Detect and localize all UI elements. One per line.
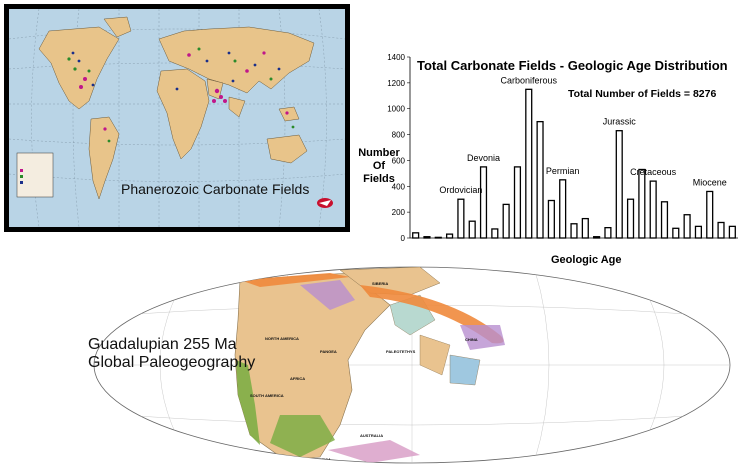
bar [445, 233, 454, 239]
bar [412, 232, 420, 239]
period-annotation: Carboniferous [500, 75, 557, 85]
bar [626, 198, 635, 239]
period-annotation: Devonia [467, 153, 500, 163]
y-tick-label: 600 [392, 156, 406, 165]
chart-title: Total Carbonate Fields - Geologic Age Di… [417, 58, 728, 73]
paleo-label: SOUTH AMERICA [250, 393, 284, 398]
bar [706, 190, 714, 239]
period-annotation: Miocene [693, 177, 727, 187]
bar [536, 120, 544, 239]
bar [434, 236, 442, 239]
paleo-label: NORTH AMERICA [265, 336, 299, 341]
y-axis-label-line: Fields [363, 173, 395, 185]
map-caption: Phanerozoic Carbonate Fields [121, 181, 310, 197]
paleo-caption-line: Guadalupian 255 Ma [88, 336, 237, 353]
bar [649, 180, 657, 239]
x-axis-label: Geologic Age [551, 254, 622, 266]
y-tick-label: 800 [392, 131, 406, 140]
total-fields-note: Total Number of Fields = 8276 [568, 88, 717, 100]
bar [479, 166, 488, 239]
paleo-label: PANGEA [320, 349, 337, 354]
paleo-label: CHINA [465, 337, 478, 342]
paleo-label: AFRICA [290, 376, 305, 381]
bar [683, 214, 691, 239]
paleo-caption-line: Global Paleogeography [88, 354, 256, 371]
carbonate-fields-map: Phanerozoic Carbonate Fields [4, 4, 350, 232]
bar [513, 166, 522, 239]
period-annotation: Jurassic [603, 117, 637, 127]
bar [468, 220, 476, 239]
paleo-label: SIBERIA [372, 281, 388, 286]
bar [672, 227, 680, 239]
period-annotation: Cretaceous [630, 167, 677, 177]
bar [547, 199, 555, 239]
y-axis-label: Number Of Fields [356, 147, 402, 186]
period-annotation: Ordovician [439, 185, 482, 195]
bar [559, 179, 567, 239]
bar [581, 217, 589, 239]
bar [694, 225, 703, 239]
paleo-label: PALEOTETHYS [386, 349, 416, 354]
y-axis-label-line: Number [358, 147, 400, 159]
bar [604, 227, 612, 239]
y-tick-label: 1400 [387, 53, 405, 62]
bar [423, 236, 431, 239]
y-tick-label: 1000 [387, 105, 405, 114]
period-annotation: Permian [546, 166, 580, 176]
y-tick-label: 400 [392, 182, 406, 191]
bar [570, 223, 578, 239]
bar [638, 168, 646, 239]
bar [525, 88, 533, 239]
bar [728, 225, 736, 239]
paleogeography-globe: NORTH AMERICA SOUTH AMERICA AFRICA ANTAR… [93, 266, 731, 464]
china-arc [360, 285, 504, 344]
field-markers [67, 47, 295, 143]
world-map: Phanerozoic Carbonate Fields [9, 9, 345, 227]
world-map-graphic [9, 9, 345, 227]
bar [457, 198, 465, 239]
y-tick-label: 200 [392, 208, 406, 217]
bar [615, 130, 623, 239]
bar [717, 221, 725, 239]
bar [502, 203, 510, 239]
bar [491, 228, 499, 239]
publisher-logo [317, 198, 333, 208]
paleo-label: AUSTRALIA [360, 433, 383, 438]
bar [593, 236, 601, 239]
age-distribution-chart: 0 200 400 600 800 1000 1200 1400 Ordovician Devon… [387, 53, 738, 243]
paleo-caption: Guadalupian 255 Ma Global Paleogeography [88, 336, 255, 372]
y-tick-label: 0 [401, 234, 406, 243]
bar [660, 201, 669, 239]
y-axis-label-line: Of [372, 160, 386, 172]
y-tick-label: 1200 [387, 79, 405, 88]
